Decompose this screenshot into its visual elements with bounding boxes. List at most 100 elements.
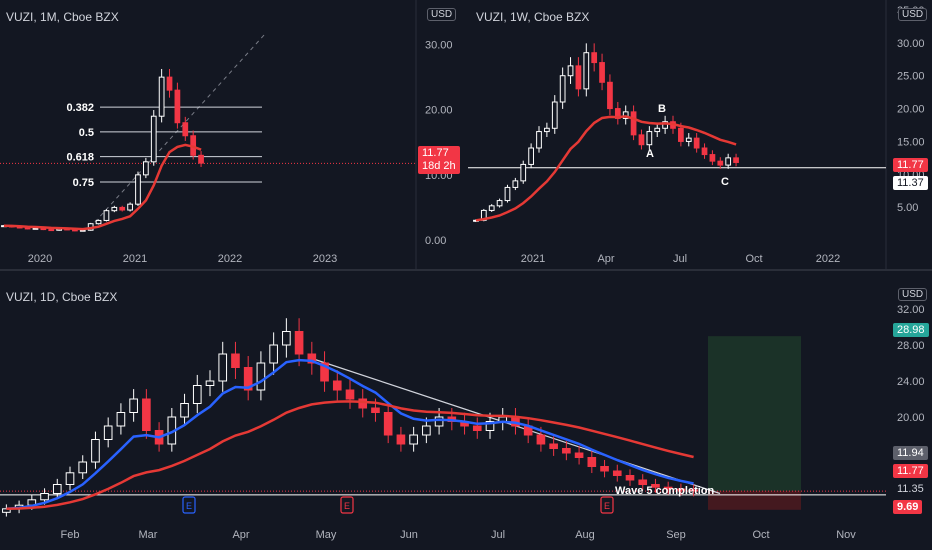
monthly-countdown: 18d 2h: [422, 160, 456, 172]
weekly-candle-7: [528, 147, 534, 165]
weekly-candle-14: [583, 52, 590, 90]
weekly-price-tag-2: 11.37: [893, 176, 928, 190]
daily-candle-48: [612, 470, 622, 476]
daily-candle-34: [434, 416, 444, 427]
daily-candle-30: [383, 412, 393, 436]
daily-candle-20: [256, 362, 266, 391]
monthly-y-tick-1: 20.00: [425, 105, 453, 117]
monthly-candle-6: [48, 229, 55, 232]
earnings-marker-label-2: E: [604, 501, 610, 511]
monthly-candle-21: [166, 76, 173, 91]
weekly-price-tag: 11.77: [893, 158, 928, 172]
daily-currency-label[interactable]: USD: [898, 288, 928, 301]
daily-candle-45: [574, 452, 584, 458]
monthly-candle-25: [198, 154, 204, 164]
weekly-candle-28: [693, 137, 700, 149]
daily-x-tick-6: Aug: [575, 529, 595, 541]
weekly-x-tick-0: 2021: [521, 253, 545, 265]
daily-candle-31: [396, 434, 406, 445]
monthly-candle-12: [95, 219, 102, 225]
monthly-moving-average: [3, 143, 202, 231]
weekly-candle-6: [520, 163, 527, 182]
monthly-candle-23: [182, 122, 189, 137]
fib-label-0.382: 0.382: [66, 102, 94, 114]
daily-candle-43: [549, 443, 558, 449]
weekly-candle-9: [544, 127, 550, 133]
daily-candle-22: [282, 331, 291, 346]
weekly-currency-label[interactable]: USD: [898, 8, 928, 21]
daily-candle-21: [269, 344, 278, 364]
weekly-candle-3: [496, 200, 503, 207]
weekly-candle-11: [559, 75, 566, 103]
fib-label-0.618: 0.618: [66, 152, 94, 164]
earnings-marker-label-0: E: [186, 501, 192, 511]
daily-x-tick-7: Sep: [666, 529, 686, 541]
fib-label-0.5: 0.5: [79, 127, 94, 139]
monthly-x-tick-3: 2023: [313, 253, 337, 265]
monthly-x-tick-0: 2020: [28, 253, 52, 265]
daily-candle-27: [345, 389, 355, 400]
daily-candle-42: [536, 434, 546, 445]
daily-candle-14: [180, 403, 189, 418]
daily-candle-38: [485, 421, 495, 431]
daily-candle-54: [689, 489, 698, 492]
daily-candle-25: [320, 362, 329, 382]
weekly-candle-31: [717, 160, 724, 166]
target-zone: [708, 336, 801, 492]
daily-level-tag-1194: 11.94: [893, 446, 928, 460]
daily-candle-15: [192, 385, 202, 404]
daily-candle-49: [625, 475, 635, 481]
fib-label-0.75: 0.75: [73, 177, 94, 189]
daily-level-tag-1135: 11.35: [893, 482, 928, 496]
monthly-candle-10: [79, 229, 86, 232]
daily-x-tick-0: Feb: [61, 529, 80, 541]
monthly-y-tick-3: 0.00: [425, 235, 446, 247]
daily-price-tag: 11.77: [893, 464, 928, 478]
earnings-marker-label-1: E: [344, 501, 350, 511]
weekly-y-tick-6: 5.00: [897, 202, 918, 214]
daily-candle-9: [116, 412, 126, 427]
monthly-candle-19: [150, 115, 157, 163]
monthly-currency-label[interactable]: USD: [427, 8, 457, 21]
weekly-x-tick-4: 2022: [816, 253, 840, 265]
weekly-x-tick-1: Apr: [597, 253, 614, 265]
daily-candle-37: [472, 425, 482, 431]
monthly-candle-20: [158, 76, 165, 117]
daily-x-tick-3: May: [316, 529, 337, 541]
monthly-candle-15: [119, 206, 126, 211]
monthly-candle-4: [32, 227, 39, 230]
daily-candle-10: [129, 398, 138, 413]
daily-candle-11: [142, 398, 151, 431]
daily-panel-title: VUZI, 1D, Cboe BZX: [6, 290, 118, 304]
weekly-candle-4: [504, 186, 511, 202]
daily-candle-51: [651, 484, 660, 488]
weekly-candle-19: [622, 111, 629, 119]
daily-candle-24: [307, 353, 317, 364]
earnings-marker-2: [600, 496, 614, 514]
daily-ema-blue: [6, 358, 694, 511]
weekly-candle-30: [709, 154, 716, 162]
daily-candle-3: [40, 493, 49, 501]
daily-stop-tag: 9.69: [893, 500, 923, 514]
weekly-candle-32: [725, 157, 732, 166]
weekly-x-tick-2: Jul: [673, 253, 687, 265]
daily-y-tick-2: 24.00: [897, 376, 925, 388]
weekly-candle-33: [733, 157, 739, 163]
daily-candle-33: [422, 425, 431, 436]
daily-candle-32: [409, 434, 418, 445]
daily-x-tick-2: Apr: [232, 529, 249, 541]
weekly-candle-20: [630, 111, 637, 136]
weekly-candle-2: [488, 205, 495, 211]
daily-target-tag: 28.98: [893, 323, 929, 337]
daily-candle-44: [562, 448, 571, 454]
weekly-y-tick-4: 15.00: [897, 136, 925, 148]
daily-y-tick-0: 32.00: [897, 304, 925, 316]
weekly-candle-8: [536, 131, 542, 149]
weekly-candle-18: [614, 108, 621, 119]
weekly-candle-15: [591, 52, 598, 64]
daily-candle-4: [52, 484, 62, 494]
wave-5-annotation: Wave 5 completion: [615, 485, 715, 497]
weekly-y-tick-2: 25.00: [897, 71, 925, 83]
weekly-candle-13: [575, 65, 582, 90]
